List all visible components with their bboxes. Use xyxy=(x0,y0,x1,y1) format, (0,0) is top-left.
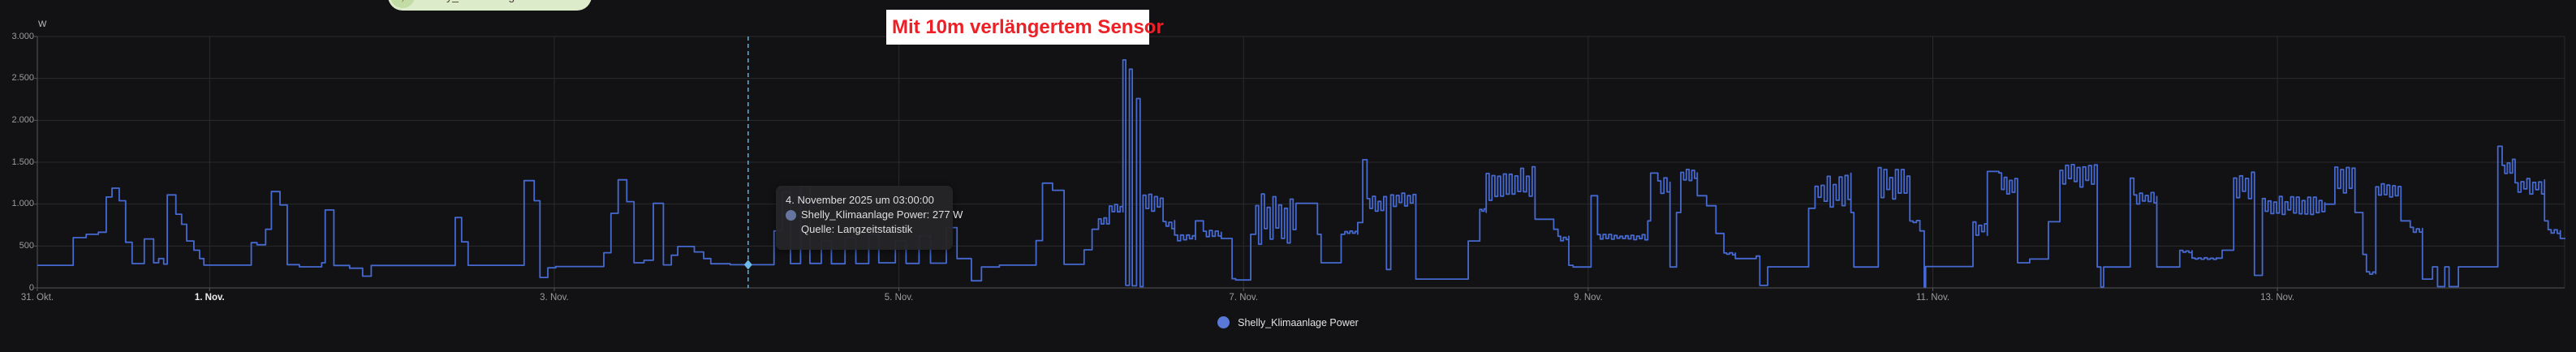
x-tick-label: 5. Nov. xyxy=(884,293,914,303)
x-tick-label: 1. Nov. xyxy=(194,293,225,303)
y-tick-label: 500 xyxy=(19,240,34,251)
tooltip-timestamp: 4. November 2025 um 03:00:00 xyxy=(786,194,934,206)
y-tick-label: 3.000 xyxy=(11,31,34,41)
x-tick-label: 9. Nov. xyxy=(1574,293,1603,303)
legend-series-dot[interactable] xyxy=(1217,316,1230,328)
annotation-text: Mit 10m verlängertem Sensor xyxy=(892,15,1164,38)
tooltip-source: Quelle: Langzeitstatistik xyxy=(801,223,913,235)
chart-legend: Shelly_Klimaanlage Power xyxy=(0,316,2576,328)
y-tick-label: 2.000 xyxy=(11,114,34,125)
tooltip-entity-value: Shelly_Klimaanlage Power: 277 W xyxy=(801,208,963,221)
x-tick-label: 31. Okt. xyxy=(20,293,54,303)
legend-series-label[interactable]: Shelly_Klimaanlage Power xyxy=(1238,316,1359,328)
entity-avatar xyxy=(390,0,415,8)
x-tick-label: 13. Nov. xyxy=(2260,293,2295,303)
x-tick-label: 7. Nov. xyxy=(1229,293,1259,303)
red-annotation-box: Mit 10m verlängertem Sensor xyxy=(886,10,1164,45)
entity-chip-label: Shelly_Klimaanlage Power xyxy=(421,0,557,2)
y-tick-label: 0 xyxy=(28,282,34,293)
x-tick-label: 3. Nov. xyxy=(540,293,569,303)
x-tick-label: 11. Nov. xyxy=(1915,293,1950,303)
y-axis-unit-label: W xyxy=(38,19,47,29)
close-icon[interactable]: ✕ xyxy=(571,0,581,3)
y-tick-label: 1.500 xyxy=(11,157,34,167)
chart-tooltip: 4. November 2025 um 03:00:00 Shelly_Klim… xyxy=(776,186,963,250)
y-tick-label: 1.000 xyxy=(11,199,34,209)
lightning-bolt-icon xyxy=(402,0,404,3)
tooltip-series-dot xyxy=(786,209,796,221)
y-tick-label: 2.500 xyxy=(11,73,34,84)
entity-filter-chip[interactable]: Shelly_Klimaanlage Power ✕ xyxy=(388,0,592,11)
